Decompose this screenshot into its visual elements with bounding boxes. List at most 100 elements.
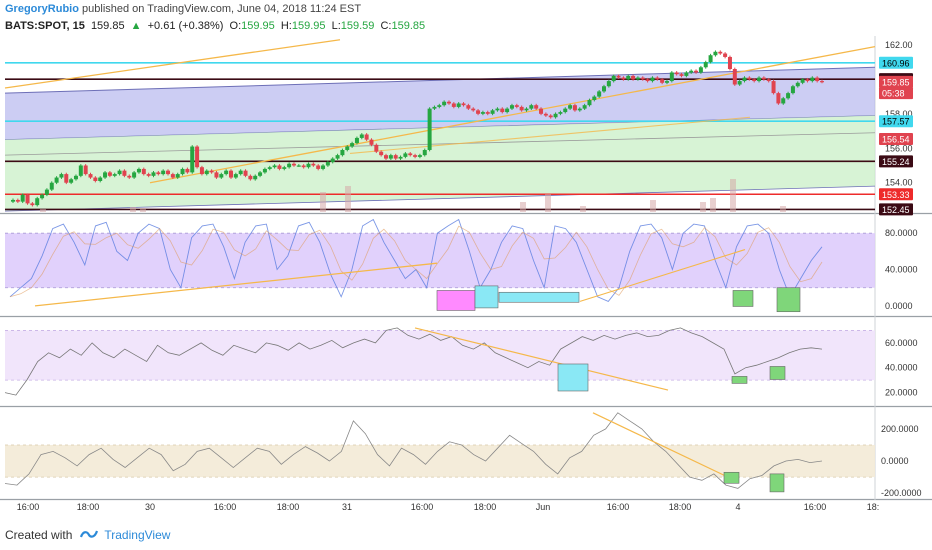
candle-body [54,177,59,183]
stoch-axis-tick: 40.0000 [885,265,918,275]
candle-body [645,79,650,82]
candle-body [78,165,83,176]
x-axis-tick: Jun [536,502,551,512]
candle-body [446,101,451,104]
candle-body [684,72,689,76]
rsi-orange-trendline [414,327,669,391]
candle-body [209,170,214,173]
volume-bar [40,209,46,212]
candle-body [340,149,345,156]
cci-line [4,412,823,489]
price-label-text: 159.85 [882,77,910,87]
candle-body [577,108,582,111]
x-axis-tick: 16:00 [17,502,40,512]
candle-body [354,137,359,144]
candle-body [180,168,185,175]
candle-body [558,112,563,114]
rsi-line [4,327,823,396]
stoch-orange-trendline [579,249,746,302]
channel-midline [4,132,876,156]
candle-body [291,163,296,166]
candle-body [170,174,175,178]
symbol-label[interactable]: BATS:SPOT, 15 [5,20,85,32]
candle-body [44,189,49,195]
up-arrow-icon: ▲ [130,20,142,32]
candle-body [417,155,422,157]
candle-body [514,105,519,107]
candle-body [805,79,810,82]
cci-axis-tick: 0.0000 [881,456,909,466]
candle-body [718,51,723,54]
cci-axis-tick: 200.0000 [881,424,919,434]
candle-body [505,108,510,113]
candle-body [204,170,209,175]
price-label-text: 157.57 [882,117,910,127]
cci-axis-tick: -200.0000 [881,488,922,498]
candle-body [597,91,602,97]
candle-body [708,55,713,63]
candle-body [233,174,238,178]
open-value: 159.95 [241,20,275,32]
candle-body [379,151,384,156]
price-label-box [879,87,913,100]
high-label: H: [280,20,292,32]
candle-body [321,165,326,169]
candle-body [427,108,432,150]
candle-body [64,174,69,183]
candle-body [335,155,340,159]
x-axis-tick: 18:00 [277,502,300,512]
rsi-axis-tick: 60.0000 [885,338,918,348]
candle-body [345,146,350,150]
price-label-text: 153.33 [882,190,910,200]
price-label-box [879,188,913,201]
candle-body [529,105,534,109]
candle-body [587,100,592,106]
candle-body [49,182,54,190]
candle-body [146,174,151,176]
tradingview-logo-icon [80,528,99,543]
x-axis-tick: 18: [867,502,880,512]
x-axis-tick: 16:00 [804,502,827,512]
cci-signal-box [723,471,740,484]
candle-body [727,56,732,70]
candle-body [190,146,195,173]
candle-body [219,174,224,178]
candle-body [669,72,674,82]
candle-body [563,108,568,113]
ohlc-line: BATS:SPOT, 15 159.85 ▲ +0.61 (+0.38%) O:… [5,19,865,33]
x-axis-tick: 18:00 [77,502,100,512]
candle-body [228,170,233,178]
candle-body [272,165,277,168]
price-label-text: 160.96 [882,58,910,68]
candle-body [476,110,481,114]
candle-body [408,153,413,156]
candle-body [374,144,379,152]
cci-band [5,444,875,478]
candle-body [568,105,573,109]
volume-bar [320,192,326,212]
candle-body [815,77,820,82]
price-label-text: 152.45 [882,205,910,215]
candle-body [127,175,132,178]
author-link[interactable]: GregoryRubio [5,3,79,15]
candle-body [15,199,20,202]
candle-body [776,93,781,104]
price-label-text: 05:38 [882,89,905,99]
tradingview-brand-link[interactable]: TradingView [104,528,171,542]
candle-body [795,82,800,87]
rsi-axis-tick: 20.0000 [885,388,918,398]
candle-body [398,156,403,159]
price-axis-tick: 158.00 [885,109,913,119]
candle-body [490,110,495,114]
stoch-d-line [9,225,823,298]
candle-body [93,177,98,181]
candle-body [820,81,824,83]
x-axis-tick: 18:00 [474,502,497,512]
candle-body [800,79,805,83]
candle-body [664,81,669,83]
candle-body [471,108,476,111]
price-label-box [879,155,913,168]
open-label: O: [229,20,242,32]
candle-body [258,172,263,176]
